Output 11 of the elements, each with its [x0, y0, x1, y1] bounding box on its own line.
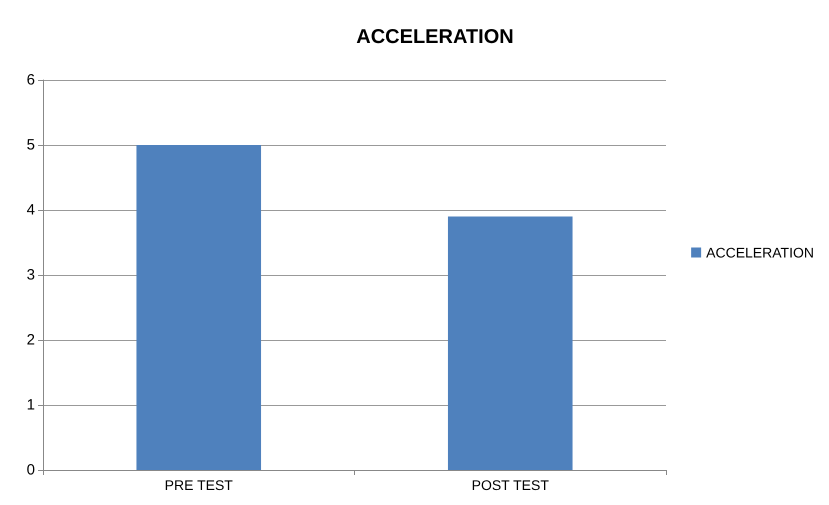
- y-tick-label: 0: [26, 462, 35, 478]
- x-tick-label: PRE TEST: [164, 477, 234, 493]
- y-tick-label: 6: [26, 72, 35, 88]
- y-tick-label: 4: [26, 202, 35, 218]
- y-tick-label: 1: [26, 396, 35, 414]
- y-tick-label: 3: [26, 266, 35, 284]
- chart-title: ACCELERATION: [356, 26, 514, 48]
- x-tick-label: POST TEST: [472, 477, 550, 493]
- legend-label: ACCELERATION: [706, 244, 814, 260]
- y-tick-label: 5: [26, 136, 35, 154]
- y-tick-label: 2: [26, 332, 35, 348]
